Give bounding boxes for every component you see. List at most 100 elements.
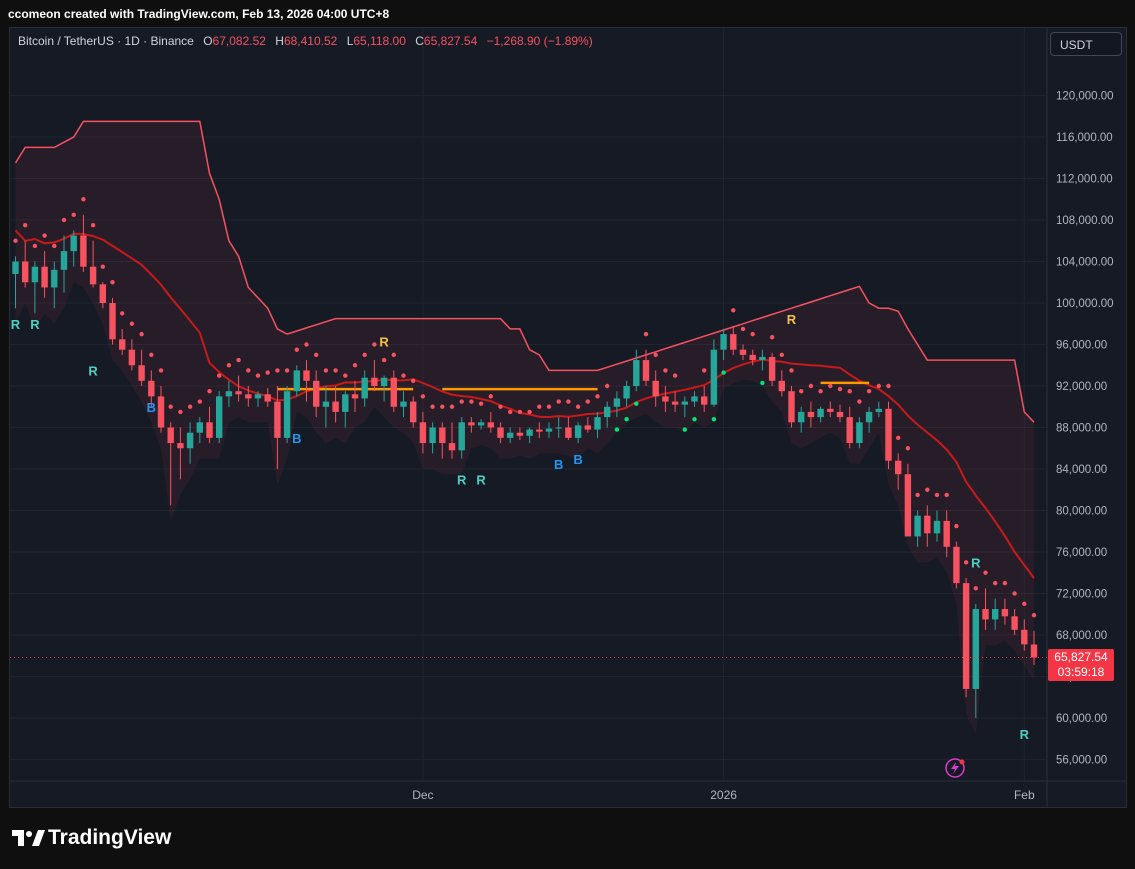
open-label: O — [203, 34, 213, 48]
candle-body — [410, 401, 417, 423]
last-price-tag: 65,827.54 03:59:18 — [1048, 648, 1114, 681]
candle-body — [730, 334, 737, 350]
trail-dot — [1031, 612, 1037, 618]
candle-body — [439, 427, 446, 444]
signal-label: R — [1020, 727, 1030, 742]
trail-dot — [915, 492, 920, 498]
trail-dot — [246, 368, 251, 373]
time-tick-label: Dec — [412, 788, 433, 802]
trail-dot — [702, 368, 707, 373]
trail-dot — [71, 212, 76, 218]
price-tick-label: 104,000.00 — [1056, 257, 1114, 269]
candle-body — [788, 391, 795, 423]
close-value: 65,827.54 — [423, 34, 478, 48]
price-tick-label: 68,000.00 — [1056, 630, 1107, 642]
candle-body — [342, 394, 349, 412]
trail-dot — [847, 388, 852, 394]
trail-dot — [478, 401, 484, 406]
candle-body — [739, 349, 747, 355]
trail-dot — [934, 492, 940, 498]
trail-dot — [721, 370, 726, 375]
trail-dot — [779, 352, 784, 358]
candle-body — [167, 427, 174, 444]
trail-dot — [236, 357, 241, 363]
candle-body — [1011, 616, 1018, 630]
candle-body — [41, 266, 48, 288]
trail-dot — [517, 409, 523, 415]
bar-countdown: 03:59:18 — [1057, 664, 1105, 679]
candle-body — [972, 609, 979, 689]
trail-dot — [760, 380, 765, 386]
lightning-icon — [951, 762, 959, 774]
candle-body — [856, 422, 863, 444]
trail-dot — [265, 370, 270, 375]
time-tick-label: 2026 — [710, 788, 737, 802]
price-tick-label: 92,000.00 — [1056, 381, 1107, 393]
candle-body — [89, 266, 97, 285]
trail-dot — [886, 383, 891, 389]
candle-body — [245, 394, 252, 399]
candle-body — [303, 370, 310, 381]
change-value: −1,268.90 (−1.89%) — [486, 34, 593, 48]
signal-label: R — [787, 312, 797, 327]
candle-body — [206, 422, 213, 438]
trail-dot — [90, 222, 96, 228]
trail-dot — [61, 217, 67, 223]
trail-dot — [585, 399, 590, 404]
trail-dot — [440, 404, 445, 409]
candle-body — [924, 515, 931, 534]
trail-dot — [158, 368, 164, 373]
trail-dot — [963, 560, 969, 565]
trail-dot — [110, 280, 115, 285]
candle-body — [12, 261, 19, 274]
candle-body — [254, 394, 262, 399]
currency-button[interactable]: USDT — [1050, 32, 1122, 56]
trail-dot — [672, 373, 678, 378]
trail-dot — [1022, 601, 1027, 607]
candle-body — [555, 427, 562, 429]
signal-label: B — [554, 457, 563, 472]
candle-body — [817, 408, 824, 418]
candle-body — [429, 427, 436, 444]
trail-dot — [750, 331, 755, 337]
credit-text: ccomeon created with TradingView.com, Fe… — [8, 7, 390, 21]
candle-body — [1030, 644, 1038, 658]
signal-label: B — [573, 452, 582, 467]
candle-body — [448, 443, 456, 451]
price-tick-label: 76,000.00 — [1056, 547, 1107, 559]
candle-body — [487, 422, 494, 428]
trail-dot — [226, 363, 232, 368]
price-tick-label: 96,000.00 — [1056, 340, 1107, 352]
trail-dot — [275, 368, 280, 373]
trail-dot — [488, 394, 493, 399]
time-tick-label: Feb — [1014, 788, 1035, 802]
price-tick-label: 112,000.00 — [1056, 174, 1113, 186]
last-price: 65,827.54 — [1054, 649, 1108, 664]
candle-body — [157, 396, 165, 428]
candle-body — [710, 349, 718, 405]
trail-dot — [81, 197, 86, 202]
candle-body — [943, 520, 950, 547]
trail-dot — [372, 342, 377, 347]
ohlc-legend: Bitcoin / TetherUS · 1D · Binance O67,08… — [18, 34, 593, 48]
candle-body — [22, 261, 29, 283]
trail-dot — [197, 399, 202, 404]
trail-dot — [168, 404, 173, 409]
trail-dot — [808, 383, 814, 389]
high-label: H — [275, 34, 284, 48]
trail-dot — [294, 347, 299, 352]
alert-dot-icon — [959, 759, 965, 765]
candle-body — [798, 411, 805, 423]
candle-body — [419, 422, 427, 444]
candle-body — [507, 432, 514, 438]
trail-dot — [100, 264, 106, 269]
candle-body — [477, 422, 485, 426]
candle-body — [99, 284, 106, 303]
price-tick-label: 116,000.00 — [1056, 132, 1113, 144]
symbol-title[interactable]: Bitcoin / TetherUS · 1D · Binance — [18, 34, 194, 48]
trail-dot — [391, 352, 396, 358]
trail-dot — [711, 417, 717, 422]
candle-body — [652, 380, 659, 397]
candle-body — [148, 380, 155, 397]
